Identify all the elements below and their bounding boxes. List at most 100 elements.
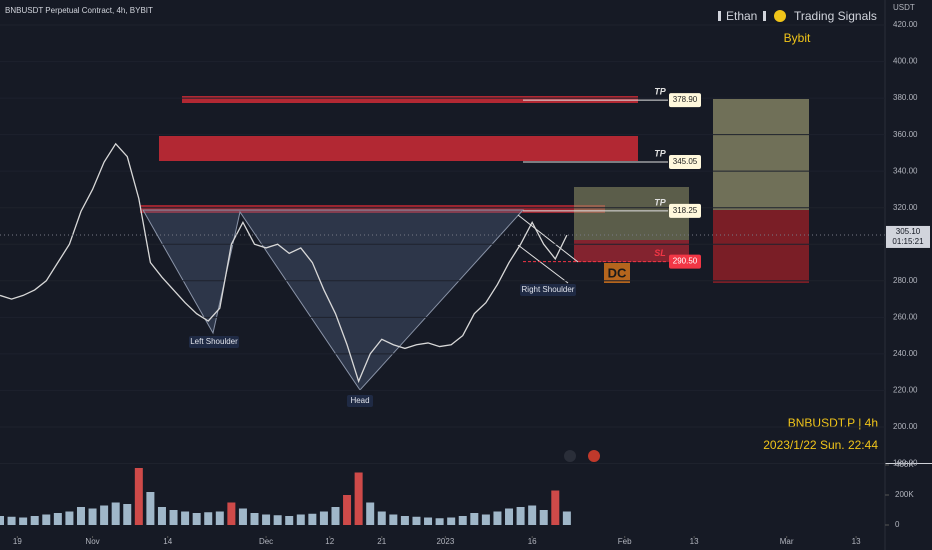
x-tick-label: 16 [528, 537, 537, 546]
volume-tick-label: 200K [895, 490, 914, 499]
volume-bar [516, 507, 525, 525]
pattern-label: Head [350, 396, 369, 405]
volume-bar [53, 513, 62, 525]
level-box [669, 154, 701, 169]
brand: Ethan [726, 9, 757, 23]
dc-badge [604, 263, 630, 283]
y-tick-label: 320.00 [893, 203, 918, 212]
volume-bar [481, 514, 490, 525]
loss-box [574, 240, 689, 262]
volume-bar [30, 516, 39, 525]
volume-bar [100, 505, 109, 525]
level-label: 345.05 [673, 157, 698, 166]
x-tick-label: Nov [85, 537, 99, 546]
volume-bar [389, 514, 398, 525]
symbol-label: BNBUSDT.P | 4h [788, 416, 878, 430]
volume-bar [238, 508, 247, 525]
level-label: 378.90 [673, 95, 698, 104]
brand-mark [718, 11, 721, 21]
volume-bar [65, 511, 74, 525]
brand-icon [774, 10, 786, 22]
volume-bar [0, 516, 4, 525]
volume-bar [319, 511, 328, 525]
volume-bar [296, 514, 305, 525]
volume-tick-label: 0 [895, 520, 900, 529]
volume-bar [204, 512, 213, 525]
level-box [669, 254, 701, 269]
volume-bar [285, 516, 294, 525]
pattern-shape [142, 209, 525, 391]
channel-line [517, 244, 569, 284]
channel-line [517, 214, 579, 263]
volume-bar [250, 513, 259, 525]
x-tick-label: 2023 [436, 537, 454, 546]
pattern-label: Right Shoulder [522, 285, 575, 294]
x-tick-label: 13 [690, 537, 699, 546]
volume-bar [354, 472, 363, 525]
volume-bar [146, 492, 155, 525]
volume-bar [227, 502, 236, 525]
level-tag: TP [654, 86, 666, 96]
x-tick-label: Feb [618, 537, 632, 546]
volume-bar [377, 511, 386, 525]
pattern-label: Left Shoulder [190, 337, 238, 346]
icon[interactable] [588, 450, 600, 462]
chart-title: BNBUSDT Perpetual Contract, 4h, BYBIT [5, 6, 153, 15]
volume-bar [134, 468, 143, 525]
level-tag: SL [654, 248, 666, 258]
level-tag: TP [654, 197, 666, 207]
x-tick-label: 19 [13, 537, 22, 546]
x-tick-label: 14 [163, 537, 172, 546]
dc-label: DC [608, 265, 627, 280]
volume-bar [42, 514, 51, 525]
volume-bar [169, 510, 178, 525]
y-tick-label: 380.00 [893, 93, 918, 102]
volume-bar [435, 518, 444, 525]
y-tick-label: 280.00 [893, 276, 918, 285]
x-tick-label: Mar [780, 537, 794, 546]
exchange: Bybit [784, 31, 811, 45]
level-label: 290.50 [673, 257, 698, 266]
brand-mark [763, 11, 766, 21]
brand: Trading Signals [794, 9, 877, 23]
level-label: 318.25 [673, 206, 698, 215]
label-box [189, 336, 239, 348]
volume-bar [123, 504, 132, 525]
profit-box [713, 99, 809, 210]
volume-bar [308, 513, 317, 525]
volume-bar [262, 514, 271, 525]
volume-bar [447, 517, 456, 525]
last-price-box [886, 225, 930, 248]
volume-bar [528, 505, 537, 525]
icon[interactable] [564, 450, 576, 462]
y-tick-label: 260.00 [893, 312, 918, 321]
last-price-label: 305.10 [896, 227, 921, 236]
volume-bar [424, 517, 433, 525]
volume-bar [76, 507, 85, 525]
price-line [0, 142, 568, 384]
volume-bar [331, 507, 340, 525]
volume-bar [412, 516, 421, 525]
level-tag: TP [654, 148, 666, 158]
y-tick-label: 180.00 [893, 459, 918, 468]
volume-tick-label: 400K [895, 460, 914, 469]
volume-bar [400, 516, 409, 525]
label-box [520, 284, 576, 296]
label-box [347, 395, 373, 407]
volume-bar [562, 511, 571, 525]
loss-box [713, 210, 809, 283]
volume-bar [343, 495, 352, 525]
volume-bar [366, 502, 375, 525]
volume-bar [470, 513, 479, 525]
y-tick-label: 360.00 [893, 130, 918, 139]
volume-bar [505, 508, 514, 525]
volume-bar [215, 511, 224, 525]
y-tick-label: 200.00 [893, 422, 918, 431]
y-tick-label: 400.00 [893, 57, 918, 66]
tp-zone [182, 96, 638, 103]
datetime-label: 2023/1/22 Sun. 22:44 [763, 438, 878, 452]
tp-zone [159, 136, 638, 161]
y-tick-label: 420.00 [893, 20, 918, 29]
volume-bar [273, 515, 282, 525]
